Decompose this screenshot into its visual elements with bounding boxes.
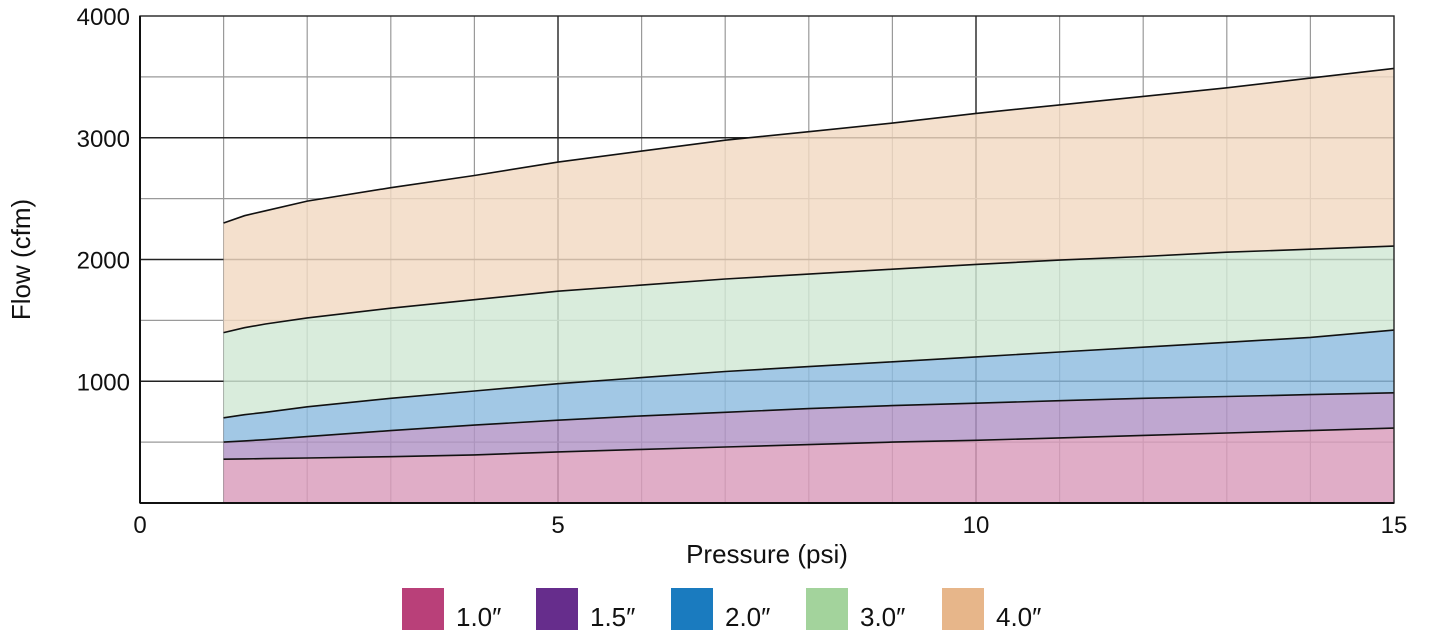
x-tick-label: 0	[133, 512, 146, 539]
legend-label: 1.5″	[590, 602, 635, 632]
area-series-2	[223, 330, 1395, 443]
line-series-3	[223, 245, 1395, 334]
y-tick-label: 1000	[77, 369, 130, 396]
legend-label: 2.0″	[725, 602, 770, 632]
x-axis-label: Pressure (psi)	[686, 539, 848, 569]
legend-item-1: 1.5″	[536, 588, 635, 632]
legend-label: 3.0″	[860, 602, 905, 632]
legend-swatch	[806, 588, 848, 630]
axes	[139, 15, 1395, 504]
x-tick-label: 10	[963, 512, 990, 539]
legend-item-2: 2.0″	[671, 588, 770, 632]
x-tick-label: 5	[551, 512, 564, 539]
legend-item-3: 3.0″	[806, 588, 905, 632]
y-axis-label: Flow (cfm)	[6, 199, 36, 320]
area-series-1	[223, 392, 1395, 460]
area-series-4	[223, 68, 1395, 333]
y-tick-label: 2000	[77, 248, 130, 275]
legend-swatch	[671, 588, 713, 630]
legend-label: 4.0″	[996, 602, 1041, 632]
legend-label: 1.0″	[456, 602, 501, 632]
area-series-3	[223, 246, 1395, 418]
legend: 1.0″ 1.5″ 2.0″ 3.0″ 4.0″	[402, 588, 1041, 632]
y-tick-label: 4000	[77, 4, 130, 31]
legend-item-0: 1.0″	[402, 588, 501, 632]
series-areas	[223, 68, 1395, 503]
line-series-4	[223, 67, 1395, 224]
y-tick-label: 3000	[77, 126, 130, 153]
legend-swatch	[536, 588, 578, 630]
line-series-0	[223, 427, 1395, 460]
x-tick-label: 15	[1381, 512, 1408, 539]
legend-item-4: 4.0″	[942, 588, 1041, 632]
area-series-0	[223, 428, 1395, 503]
line-series-2	[223, 329, 1395, 419]
legend-swatch	[402, 588, 444, 630]
line-series-1	[223, 392, 1395, 443]
series-lines	[223, 67, 1395, 460]
tick-labels: 0 5 10 15 1000 2000 3000 4000	[77, 4, 1408, 539]
legend-swatch	[942, 588, 984, 630]
